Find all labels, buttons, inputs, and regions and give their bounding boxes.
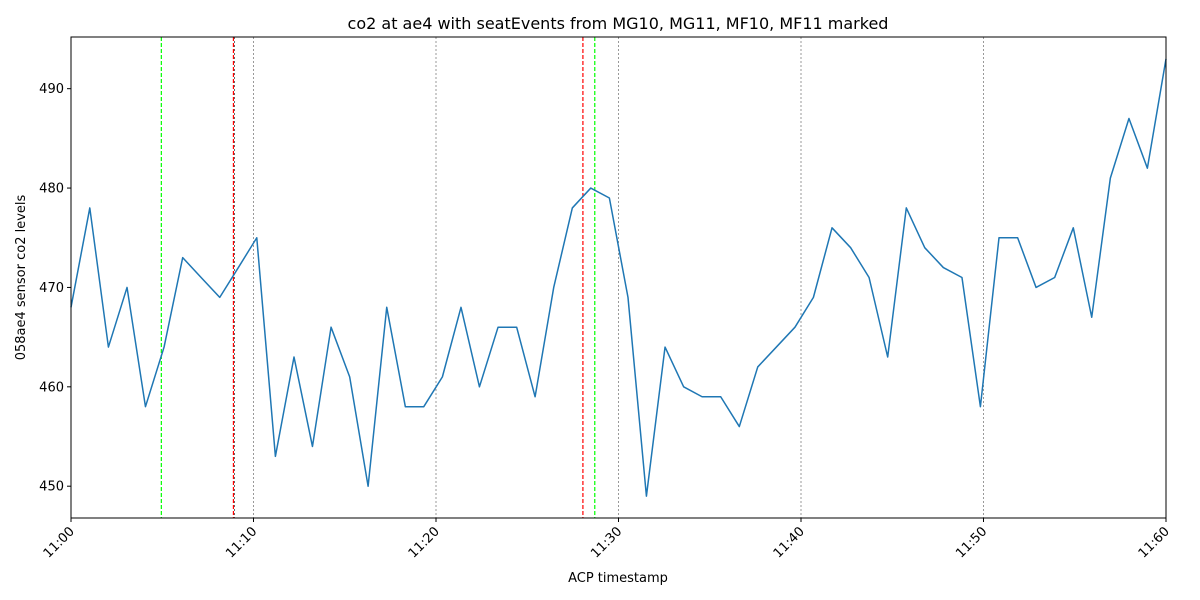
co2-series-line [70, 58, 1167, 497]
y-tick-label-3: 480 [39, 182, 64, 197]
x-axis-label: ACP timestamp [568, 571, 668, 586]
chart-title: co2 at ae4 with seatEvents from MG10, MG… [348, 14, 889, 33]
y-axis-label: 058ae4 sensor co2 levels [14, 194, 29, 360]
y-axis-ticks: 450 460 470 480 490 [39, 82, 71, 495]
y-tick-label-1: 460 [39, 380, 64, 395]
y-tick-label-4: 490 [39, 82, 64, 97]
event-marker-layer [160, 37, 596, 518]
plot-area [70, 58, 1167, 497]
y-tick-label-2: 470 [39, 281, 64, 296]
y-tick-label-0: 450 [39, 480, 64, 495]
